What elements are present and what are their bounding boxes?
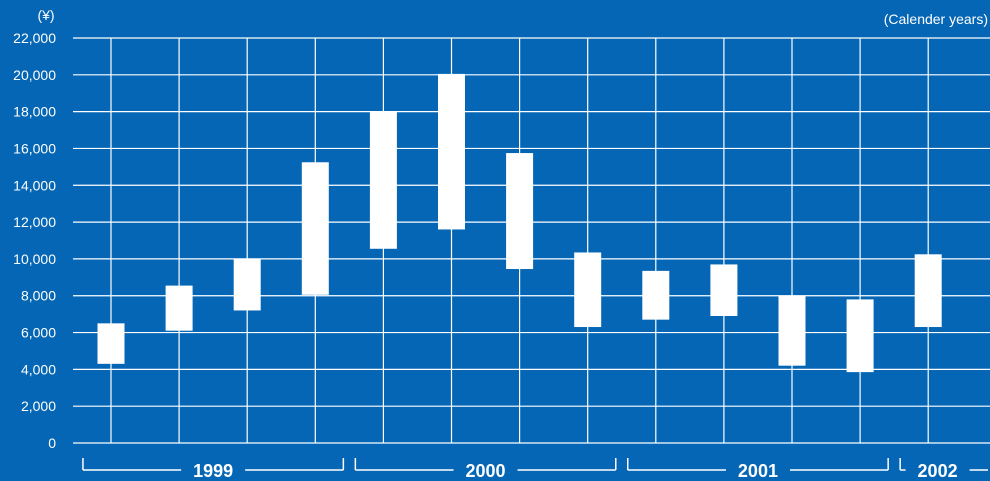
grid-lines [73, 37, 990, 444]
range-bar [301, 162, 329, 295]
year-label: 2002 [918, 461, 958, 481]
price-range-bars [97, 73, 942, 373]
range-bar [914, 254, 942, 328]
year-brackets: 1999 2000 2001 2002 [82, 458, 988, 481]
y-tick-label: 22,000 [13, 30, 56, 46]
y-tick-label: 4,000 [21, 361, 56, 377]
range-bar [165, 285, 193, 331]
y-tick-label: 6,000 [21, 325, 56, 341]
y-tick-label: 8,000 [21, 288, 56, 304]
y-tick-label: 20,000 [13, 67, 56, 83]
range-bar [710, 264, 738, 316]
range-bar [574, 252, 602, 328]
y-tick-label: 14,000 [13, 177, 56, 193]
range-bar [438, 73, 465, 230]
y-tick-label: 2,000 [21, 398, 56, 414]
range-bar [369, 111, 397, 249]
range-bar [846, 299, 874, 373]
year-label: 2000 [466, 461, 506, 481]
y-tick-label: 16,000 [13, 140, 56, 156]
range-bar [97, 323, 125, 364]
range-bar [233, 258, 261, 311]
x-axis-unit-label: (Calender years) [884, 11, 988, 27]
year-label: 1999 [193, 461, 233, 481]
y-tick-label: 12,000 [13, 214, 56, 230]
range-bar [778, 295, 806, 366]
y-axis-unit-label: (¥) [37, 7, 54, 23]
y-tick-label: 0 [48, 435, 56, 451]
y-tick-label: 18,000 [13, 104, 56, 120]
range-bar [506, 153, 534, 270]
y-axis-ticks: 0 2,000 4,000 6,000 8,000 10,000 12,000 14,000 1… [13, 30, 56, 451]
range-bar [642, 270, 670, 320]
year-label: 2001 [738, 461, 778, 481]
y-tick-label: 10,000 [13, 251, 56, 267]
